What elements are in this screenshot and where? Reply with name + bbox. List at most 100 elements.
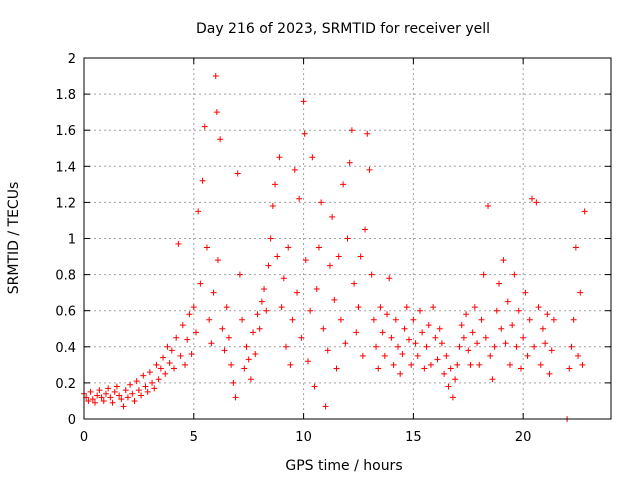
data-point — [335, 253, 342, 260]
data-point — [122, 387, 129, 394]
data-point — [528, 195, 535, 202]
data-point — [493, 307, 500, 314]
data-point — [230, 379, 237, 386]
data-point — [449, 394, 456, 401]
grid-layer — [84, 58, 611, 419]
data-point — [496, 280, 503, 287]
data-point — [421, 365, 428, 372]
data-point — [151, 385, 158, 392]
data-point — [471, 304, 478, 311]
data-point — [94, 392, 101, 399]
data-point — [245, 356, 252, 363]
data-point — [301, 130, 308, 137]
x-tick-label: 10 — [295, 430, 312, 445]
data-point — [370, 316, 377, 323]
data-point — [550, 316, 557, 323]
data-point — [384, 311, 391, 318]
y-axis-label: SRMTID / TECUs — [6, 182, 22, 295]
y-tick-label: 0 — [68, 413, 76, 428]
data-point — [153, 361, 160, 368]
data-point — [269, 203, 276, 210]
data-point — [280, 275, 287, 282]
data-point — [522, 289, 529, 296]
y-tick-label: 1 — [68, 233, 76, 248]
data-point — [168, 347, 175, 354]
data-point — [214, 257, 221, 264]
data-point — [263, 307, 270, 314]
data-point — [142, 383, 149, 390]
data-point — [311, 383, 318, 390]
data-point — [87, 388, 94, 395]
data-point — [487, 352, 494, 359]
data-point — [85, 397, 92, 404]
data-point — [109, 399, 116, 406]
data-point — [572, 244, 579, 251]
data-point — [225, 334, 232, 341]
data-point — [274, 253, 281, 260]
data-point — [441, 370, 448, 377]
data-point — [166, 360, 173, 367]
data-point — [243, 343, 250, 350]
data-point — [91, 399, 98, 406]
data-point — [120, 403, 127, 410]
data-point — [116, 392, 123, 399]
data-point — [504, 298, 511, 305]
data-point — [546, 370, 553, 377]
data-point — [348, 127, 355, 134]
data-point — [390, 361, 397, 368]
data-point — [476, 361, 483, 368]
data-point — [175, 240, 182, 247]
data-point — [309, 154, 316, 161]
data-point — [500, 257, 507, 264]
data-point — [265, 262, 272, 269]
data-point — [410, 316, 417, 323]
data-point — [346, 159, 353, 166]
data-point — [331, 296, 338, 303]
data-point — [454, 361, 461, 368]
y-tick-label: 1.8 — [55, 88, 76, 103]
data-point — [315, 244, 322, 251]
data-point — [386, 275, 393, 282]
data-point — [149, 379, 156, 386]
data-point — [401, 325, 408, 332]
data-point — [447, 365, 454, 372]
data-point — [234, 170, 241, 177]
data-point — [283, 343, 290, 350]
data-point — [465, 347, 472, 354]
data-point — [474, 340, 481, 347]
data-point — [293, 289, 300, 296]
data-point — [342, 340, 349, 347]
data-point — [162, 370, 169, 377]
x-tick-label: 5 — [190, 430, 198, 445]
data-point — [256, 325, 263, 332]
data-point — [575, 352, 582, 359]
data-point — [287, 361, 294, 368]
data-point — [533, 199, 540, 206]
data-point — [351, 280, 358, 287]
data-point — [326, 262, 333, 269]
data-point — [241, 365, 248, 372]
data-point — [96, 387, 103, 394]
data-point — [89, 396, 96, 403]
data-point — [434, 356, 441, 363]
y-tick-label: 0.8 — [55, 269, 76, 284]
data-point — [291, 166, 298, 173]
data-point — [416, 307, 423, 314]
data-point — [171, 365, 178, 372]
data-point — [217, 136, 224, 143]
data-point — [182, 361, 189, 368]
data-point — [452, 376, 459, 383]
data-point — [531, 343, 538, 350]
data-point — [144, 388, 151, 395]
data-point — [138, 392, 145, 399]
data-point — [445, 383, 452, 390]
data-point — [131, 397, 138, 404]
data-point — [289, 316, 296, 323]
data-point — [357, 253, 364, 260]
data-point — [247, 376, 254, 383]
data-point — [379, 329, 386, 336]
data-point — [485, 203, 492, 210]
data-point — [438, 340, 445, 347]
data-point — [157, 365, 164, 372]
data-point — [375, 365, 382, 372]
